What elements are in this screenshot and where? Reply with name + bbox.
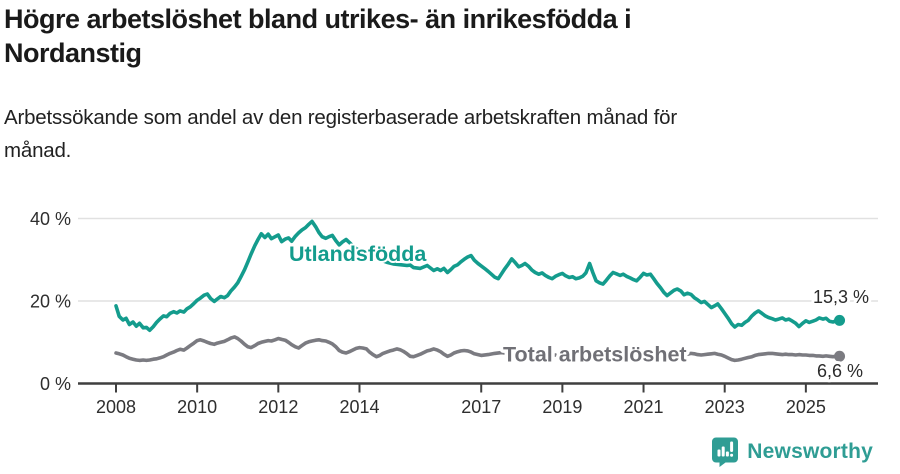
newsworthy-speech-bubble-chart-icon [712,437,739,467]
x-axis-label: 2010 [177,397,217,417]
x-axis-label: 2023 [705,397,745,417]
chart-subtitle: Arbetssökande som andel av den registerb… [4,106,677,162]
series-end-dots [834,314,846,362]
x-axis-label: 2012 [258,397,298,417]
end-value-labels: 15,3 % 6,6 % [810,284,872,384]
y-axis-labels: 40 % 20 % 0 % [30,209,71,394]
series-end-dot-utlandsfodda [834,314,846,326]
series-labels: Utlandsfödda Total arbetslöshet [287,240,690,370]
x-axis-labels: 2008 2010 2012 2014 2017 2019 2021 2023 2025 [96,397,826,417]
x-axis-ticks [115,383,807,393]
end-value-label-total: 6,6 % [817,361,863,381]
series-label-total: Total arbetslöshet [503,343,687,367]
newsworthy-logo: Newsworthy [711,437,873,467]
y-axis-label: 40 % [30,209,71,229]
x-axis-label: 2025 [786,397,826,417]
series-lines [114,219,842,363]
x-axis-label: 2017 [461,397,501,417]
y-axis-label: 0 % [40,374,71,394]
y-axis-label: 20 % [30,292,71,312]
series-line-utlandsfodda [114,219,842,333]
end-value-label-utlandsfodda: 15,3 % [813,287,869,307]
x-axis-label: 2008 [96,397,136,417]
series-label-utlandsfodda: Utlandsfödda [289,242,427,266]
x-axis-label: 2019 [542,397,582,417]
series-end-dot-total [834,350,846,362]
gridlines [78,217,878,302]
x-axis-label: 2021 [624,397,664,417]
x-axis-label: 2014 [339,397,379,417]
newsworthy-wordmark: Newsworthy [747,440,873,463]
series-line-total [114,335,842,363]
page-title: Högre arbetslöshet bland utrikes- än inr… [4,4,632,68]
